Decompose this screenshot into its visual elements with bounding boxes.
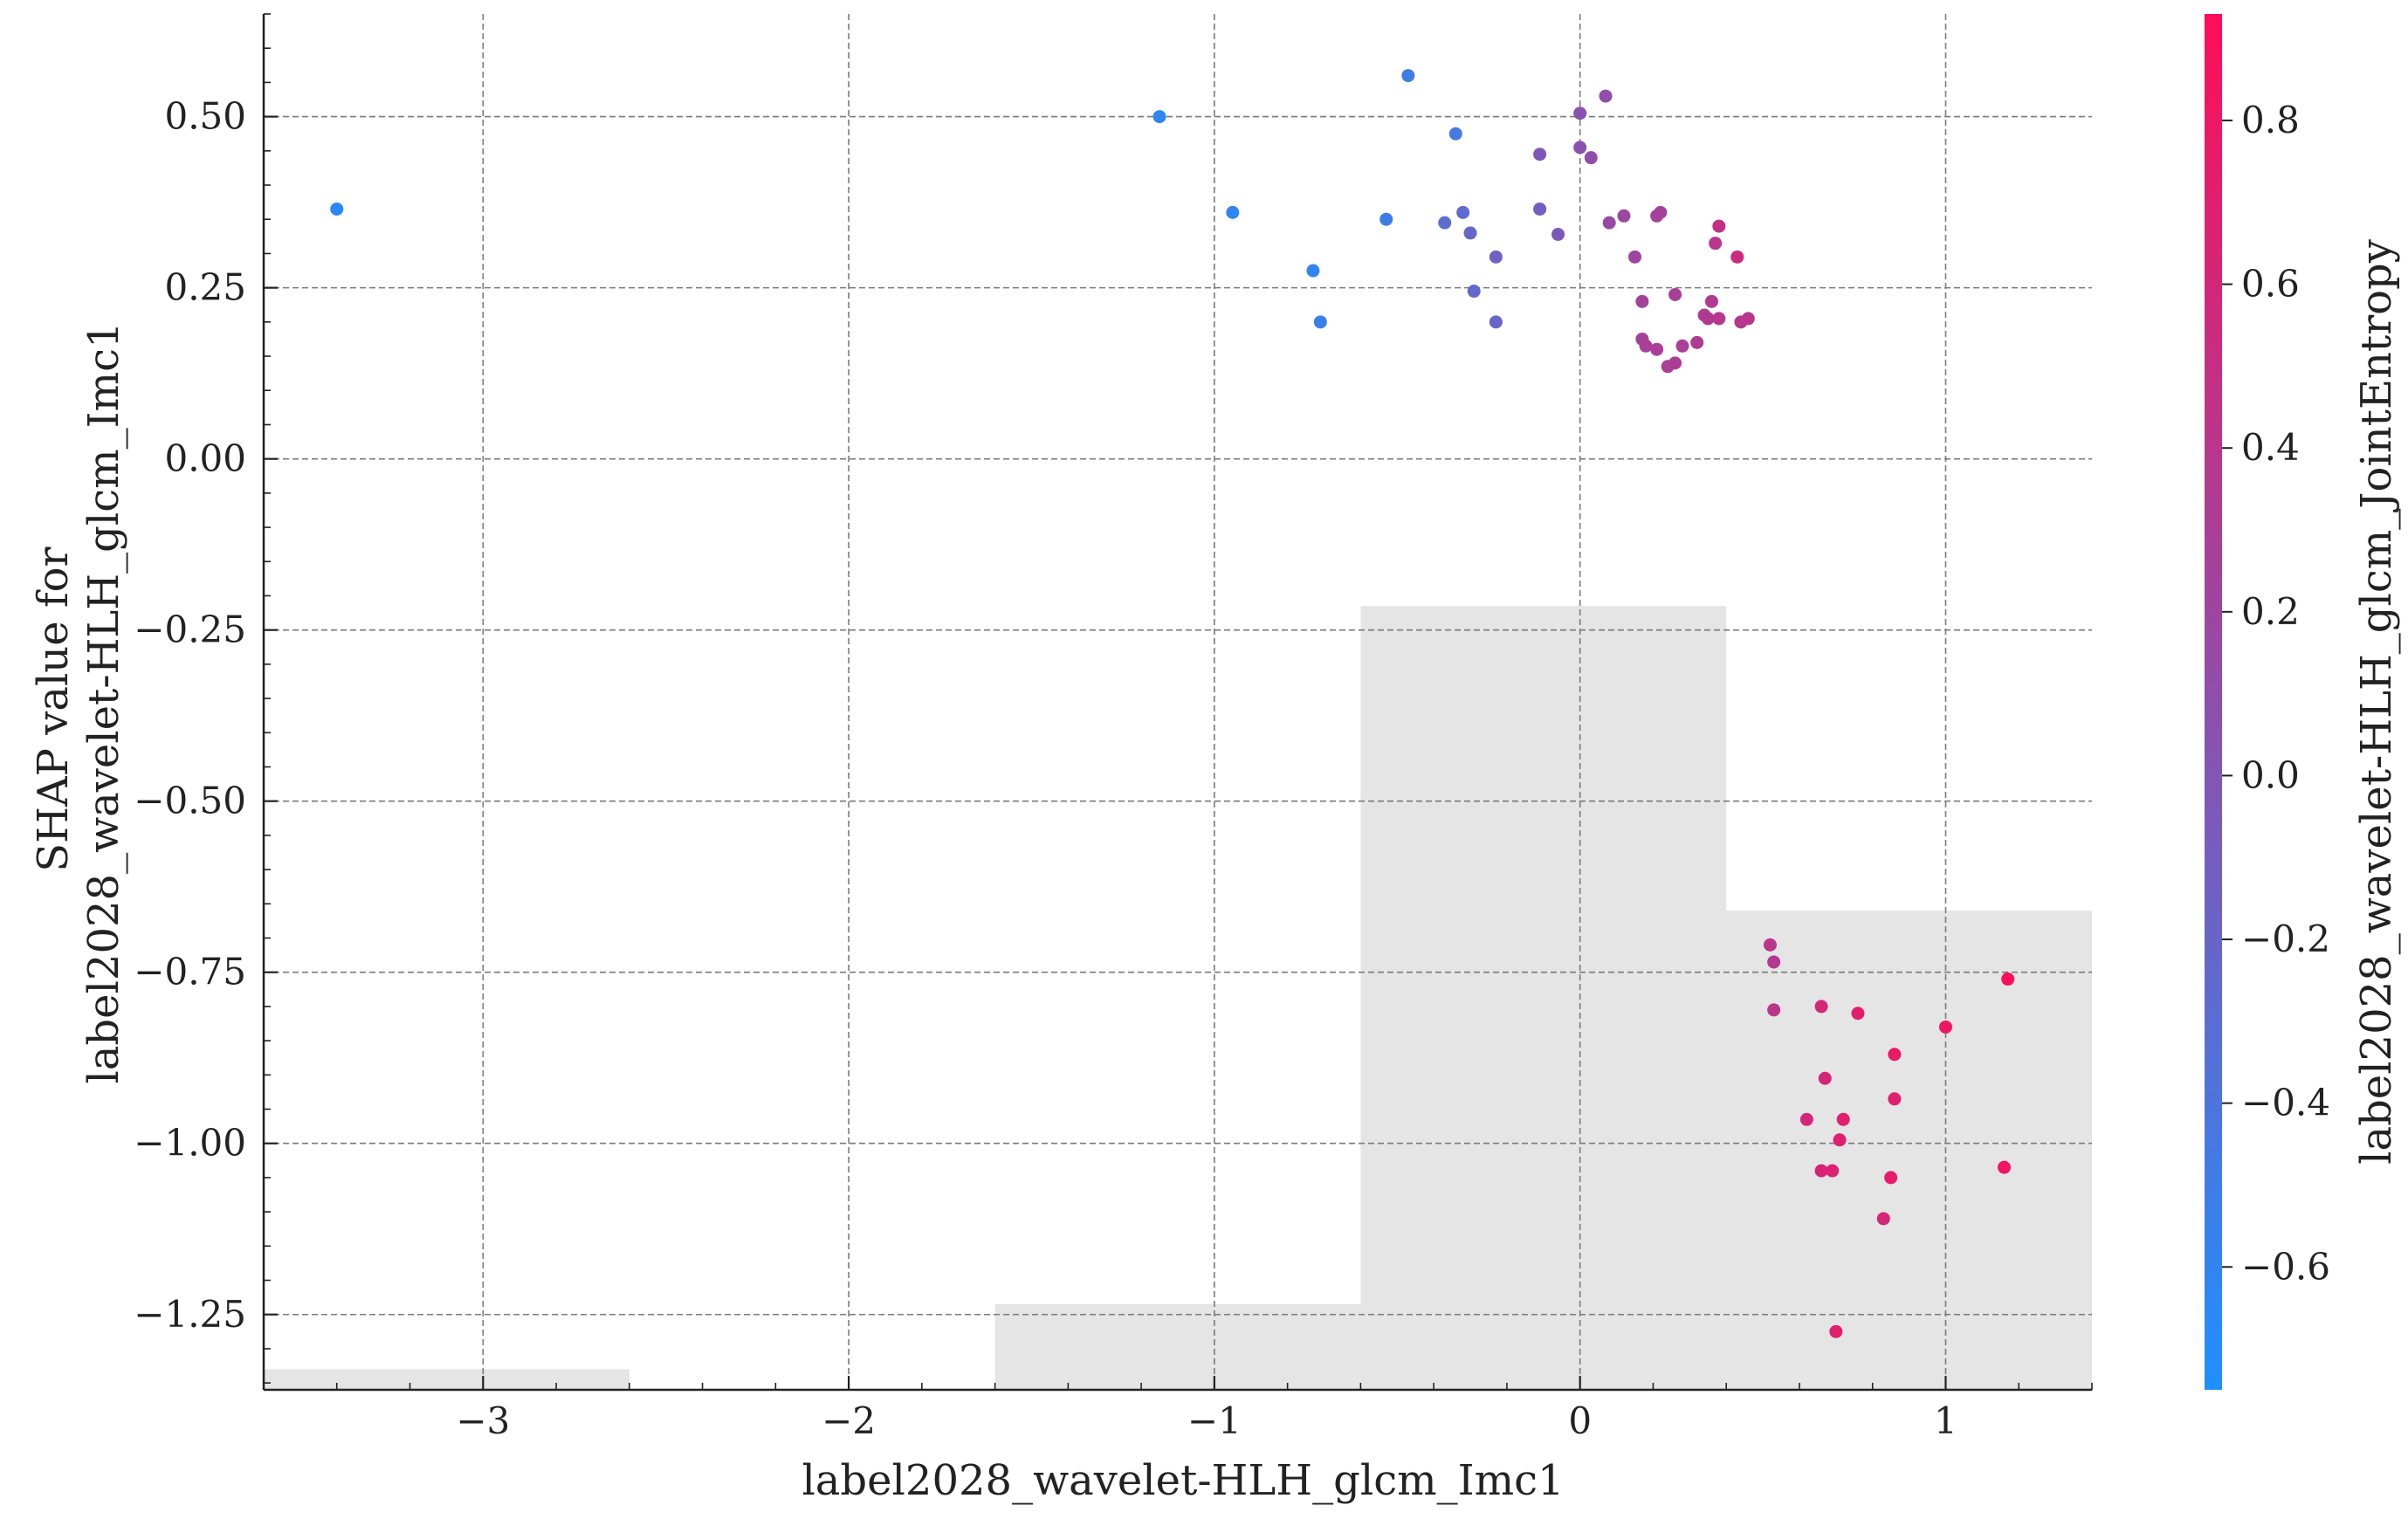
colorbar-tick-label: −0.2: [2241, 918, 2330, 960]
y-axis-title: SHAP value for label2028_wavelet-HLH_glc…: [29, 321, 128, 1083]
data-point: [1533, 148, 1547, 162]
data-point: [1668, 356, 1682, 370]
data-point: [1438, 216, 1452, 230]
data-point: [1448, 127, 1462, 141]
data-point: [1573, 107, 1587, 120]
data-point: [1639, 339, 1653, 353]
data-point: [1306, 264, 1320, 278]
data-point: [1456, 205, 1470, 219]
colorbar-ticks: 0.8 0.6 0.4 0.2 0.0 −0.2 −0.4 −0.6: [2222, 99, 2330, 1288]
histogram-bar: [1726, 911, 2092, 1390]
data-point: [1712, 312, 1726, 326]
colorbar: [2205, 14, 2222, 1390]
data-point: [1888, 1092, 1902, 1106]
y-tick-label: 0.25: [164, 266, 246, 309]
data-point: [1379, 212, 1393, 226]
histogram-bar: [1360, 606, 1727, 1390]
data-point: [1599, 89, 1613, 103]
histogram-bar: [264, 1369, 630, 1390]
data-point: [1767, 1003, 1781, 1017]
data-point: [1701, 312, 1715, 326]
data-point: [1628, 250, 1641, 264]
data-point: [1888, 1048, 1902, 1062]
data-point: [1152, 110, 1166, 124]
data-point: [1884, 1171, 1898, 1185]
x-axis-title: label2028_wavelet-HLH_glcm_Imc1: [802, 1456, 1564, 1505]
x-tick-label: 1: [1934, 1399, 1957, 1442]
data-point: [1814, 1164, 1828, 1178]
data-point: [1709, 237, 1723, 251]
data-point: [1617, 209, 1631, 223]
data-point: [1851, 1007, 1865, 1021]
data-point: [1226, 205, 1240, 219]
data-point: [1818, 1071, 1832, 1085]
data-point: [1584, 151, 1598, 165]
data-point: [1551, 227, 1565, 241]
y-axis-title-line-1: SHAP value for: [29, 546, 78, 871]
colorbar-tick-label: 0.2: [2241, 590, 2300, 633]
data-point: [1690, 335, 1704, 349]
y-tick-label: −0.50: [134, 780, 246, 822]
data-point: [1573, 141, 1587, 155]
data-point: [1650, 342, 1664, 356]
colorbar-title: label2028_wavelet-HLH_glcm_JointEntropy: [2352, 239, 2401, 1165]
data-point: [1741, 312, 1755, 326]
gridlines: [264, 14, 2092, 1390]
data-point: [1833, 1133, 1847, 1147]
y-tick-label: 0.50: [164, 95, 246, 138]
data-point: [1668, 287, 1682, 301]
y-tick-label: −1.25: [134, 1293, 246, 1336]
histogram-bar: [994, 1303, 1361, 1390]
data-point: [1654, 205, 1668, 219]
data-point: [1489, 250, 1503, 264]
data-point: [1997, 1160, 2011, 1174]
data-point: [1533, 202, 1547, 216]
data-point: [1763, 938, 1777, 952]
y-tick-label: 0.00: [164, 437, 246, 480]
colorbar-tick-label: 0.4: [2241, 426, 2300, 469]
data-point: [1814, 1000, 1828, 1014]
data-point: [1463, 226, 1477, 240]
colorbar-tick-label: −0.6: [2241, 1245, 2330, 1288]
scatter-points: [330, 69, 2015, 1338]
colorbar-tick-label: −0.4: [2241, 1082, 2330, 1124]
data-point: [1489, 315, 1503, 329]
data-point: [1938, 1020, 1952, 1034]
data-point: [1829, 1324, 1843, 1338]
data-point: [1836, 1112, 1850, 1126]
y-axis-title-line-2: label2028_wavelet-HLH_glcm_Imc1: [79, 321, 128, 1083]
x-tick-label: −3: [456, 1399, 510, 1442]
colorbar-tick-label: 0.0: [2241, 753, 2300, 796]
data-point: [1401, 69, 1415, 83]
data-point: [1675, 339, 1689, 353]
y-tick-label: −1.00: [134, 1122, 246, 1165]
axes: −3 −2 −1 0 1 0.50 0.25 0.00 −0.25 −0.50 −0.75 −1.00…: [134, 13, 2093, 1442]
data-point: [1712, 219, 1726, 233]
data-point: [1313, 315, 1327, 329]
y-tick-label: −0.75: [134, 951, 246, 993]
x-tick-label: −2: [822, 1399, 876, 1442]
data-point: [1467, 285, 1481, 299]
data-point: [1602, 216, 1616, 230]
data-point: [1635, 294, 1649, 308]
y-tick-label: −0.25: [134, 608, 246, 651]
colorbar-tick-label: 0.8: [2241, 99, 2300, 141]
x-tick-label: 0: [1568, 1399, 1592, 1442]
data-point: [1704, 294, 1718, 308]
data-point: [1767, 955, 1781, 969]
data-point: [2001, 973, 2015, 986]
data-point: [1799, 1112, 1813, 1126]
x-tick-label: −1: [1187, 1399, 1242, 1442]
data-point: [330, 202, 344, 216]
data-point: [1876, 1212, 1890, 1226]
data-point: [1730, 250, 1744, 264]
colorbar-tick-label: 0.6: [2241, 263, 2300, 306]
histogram-layer: [264, 606, 2092, 1390]
data-point: [1826, 1164, 1840, 1178]
